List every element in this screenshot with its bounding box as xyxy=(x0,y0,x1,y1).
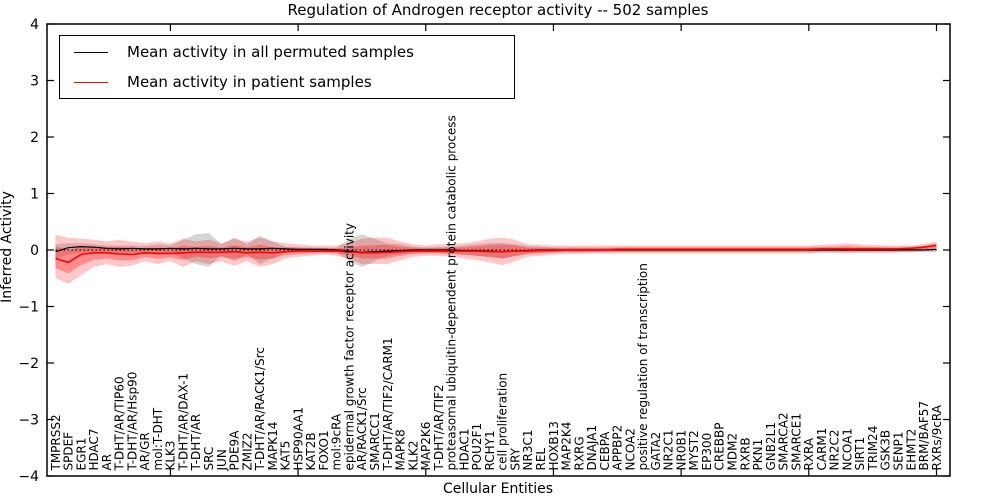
x-category-label: HOXB13 xyxy=(547,421,561,470)
x-category-label: SENP1 xyxy=(892,431,906,470)
x-category-label: APPBP2 xyxy=(611,425,625,471)
x-category-label: DNAJA1 xyxy=(585,425,599,471)
x-category-label: mol:9cRA xyxy=(330,413,344,470)
legend-entry-patient: Mean activity in patient samples xyxy=(60,67,514,97)
x-category-label: CARM1 xyxy=(815,428,829,471)
x-category-label: HDAC1 xyxy=(457,428,471,470)
x-category-label: T-DHT/AR/Hsp90 xyxy=(125,372,139,472)
y-tick-label: 4 xyxy=(30,17,39,33)
patient-line-swatch-icon xyxy=(74,81,108,83)
x-category-label: T-DHT/AR/TIF2/CARM1 xyxy=(381,337,395,471)
x-category-label: T-DHT/AR/RACK1/Src xyxy=(253,347,267,471)
x-category-label: MDM2 xyxy=(726,433,740,471)
x-category-label: proteasomal ubiquitin-dependent protein … xyxy=(445,115,459,470)
x-category-label: TMPRSS2 xyxy=(49,414,63,471)
legend-entry-permuted: Mean activity in all permuted samples xyxy=(60,37,514,67)
y-tick-label: −3 xyxy=(18,413,39,429)
x-category-label: EP300 xyxy=(700,433,714,471)
y-tick-label: −1 xyxy=(18,300,39,316)
x-category-label: RXRB xyxy=(738,437,752,470)
x-category-label: HDAC7 xyxy=(87,428,101,470)
x-category-label: RXRG xyxy=(572,436,586,470)
x-category-label: SMARCE1 xyxy=(789,413,803,471)
plot-group: 43210−1−2−3−4TMPRSS2SPDEFEGR1HDAC7ART-DH… xyxy=(18,17,951,485)
x-category-label: MAPK14 xyxy=(266,422,280,471)
x-category-label: GNB2L1 xyxy=(764,422,778,470)
y-tick-label: 2 xyxy=(30,130,39,146)
x-category-label: POU2F1 xyxy=(470,423,484,471)
x-category-label: CEBPA xyxy=(598,431,612,471)
x-category-label: SIRT1 xyxy=(853,437,867,471)
x-category-label: MAP2K4 xyxy=(560,422,574,471)
x-category-label: PDE9A xyxy=(228,430,242,471)
x-category-label: REL xyxy=(534,448,548,471)
x-category-label: MAP2K6 xyxy=(419,422,433,471)
x-category-label: NCOA1 xyxy=(840,428,854,470)
legend-label-permuted: Mean activity in all permuted samples xyxy=(127,43,414,61)
x-category-label: NR2C2 xyxy=(828,430,842,471)
x-category-label: T-DHT/AR/TIP60 xyxy=(113,376,127,471)
x-axis-label: Cellular Entities xyxy=(443,481,553,497)
x-category-label: cell proliferation xyxy=(496,373,510,471)
x-category-label: NCOA2 xyxy=(623,428,637,470)
x-category-label: positive regulation of transcription xyxy=(636,263,650,470)
patient-band-outer xyxy=(55,234,937,284)
x-category-label: ZMIZ2 xyxy=(240,433,254,471)
permuted-line-swatch-icon xyxy=(74,51,108,53)
legend-label-patient: Mean activity in patient samples xyxy=(127,73,372,91)
x-category-label: AR xyxy=(100,454,114,471)
x-category-label: epidermal growth factor receptor activit… xyxy=(343,223,357,470)
x-category-label: RCHY1 xyxy=(483,430,497,470)
y-tick-label: 0 xyxy=(30,243,39,259)
x-category-label: SRY xyxy=(509,447,523,470)
x-category-label: KLK2 xyxy=(406,440,420,470)
patient-mean-line xyxy=(55,244,937,264)
x-category-label: MYST2 xyxy=(687,430,701,470)
x-category-label: T-DHT/AR/TIF2 xyxy=(432,384,446,471)
x-category-label: KAT2B xyxy=(304,432,318,470)
x-category-label: NR2C1 xyxy=(662,430,676,471)
x-category-label: GATA2 xyxy=(649,432,663,471)
y-tick-label: −4 xyxy=(18,469,39,485)
x-category-label: SPDEF xyxy=(62,432,76,471)
x-category-label: PKN1 xyxy=(751,439,765,471)
x-category-label: NR3C1 xyxy=(521,430,535,471)
x-category-label: AR/RACK1/Src xyxy=(355,387,369,470)
x-category-label: CREBBP xyxy=(713,423,727,471)
x-category-label: AR/GR xyxy=(138,432,152,470)
x-category-label: FOXO1 xyxy=(317,430,331,470)
x-category-label: T-DHT/AR xyxy=(189,414,203,472)
x-category-label: EHMT2 xyxy=(904,429,918,471)
x-category-label: KLK3 xyxy=(164,440,178,470)
x-category-label: HSP90AA1 xyxy=(291,407,305,471)
y-axis-label: Inferred Activity xyxy=(0,191,15,303)
x-category-label: JUN xyxy=(215,449,229,471)
x-category-label: RXRA xyxy=(802,437,816,470)
y-tick-label: −2 xyxy=(18,356,39,372)
y-tick-label: 1 xyxy=(30,187,39,203)
x-category-label: KAT5 xyxy=(279,441,293,471)
x-category-label: EGR1 xyxy=(74,438,88,471)
chart-title: Regulation of Androgen receptor activity… xyxy=(288,1,709,19)
x-category-label: SMARCC1 xyxy=(368,412,382,470)
legend: Mean activity in all permuted samples Me… xyxy=(59,35,515,99)
x-category-label: TRIM24 xyxy=(866,426,880,472)
x-category-label: SRC xyxy=(202,447,216,471)
y-tick-label: 3 xyxy=(30,74,39,90)
x-category-label: NR0B1 xyxy=(674,430,688,471)
x-category-label: BRM/BAF57 xyxy=(917,401,931,471)
x-category-label: SMARCA2 xyxy=(777,412,791,470)
patient-band-inner xyxy=(55,243,937,274)
x-category-label: GSK3B xyxy=(879,430,893,471)
x-category-label: MAPK8 xyxy=(394,429,408,470)
x-category-label: mol:T-DHT xyxy=(151,407,165,470)
x-category-label: RXRs/9cRA xyxy=(930,404,944,470)
x-category-label: T-DHT/AR/DAX-1 xyxy=(177,373,191,472)
